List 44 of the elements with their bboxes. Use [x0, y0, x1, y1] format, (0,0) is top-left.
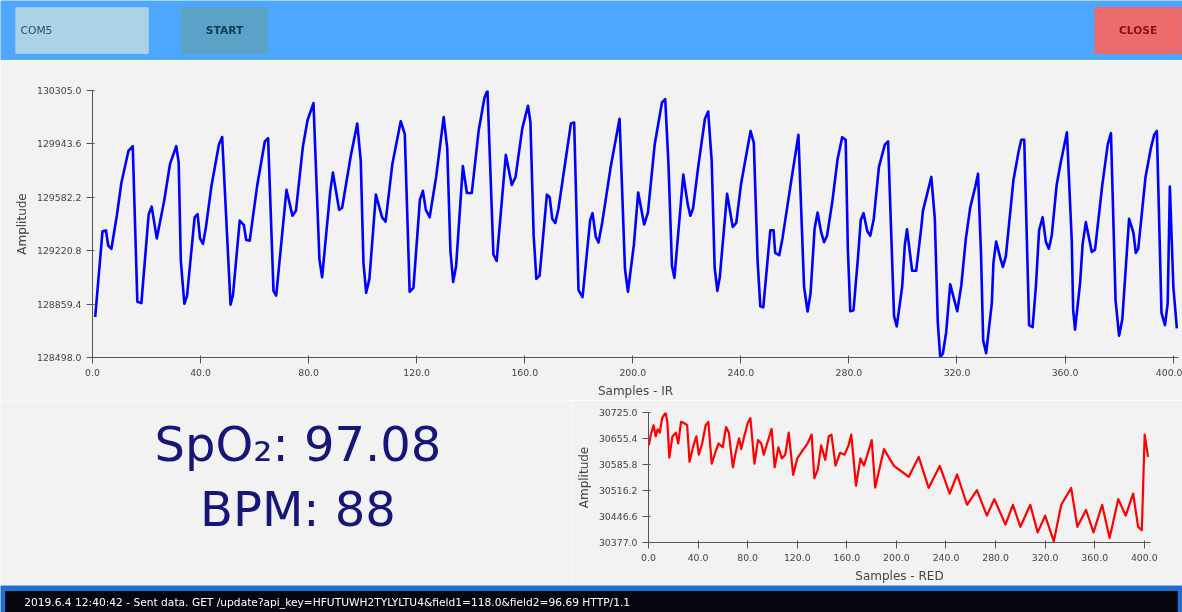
x-tick-label: 320.0 — [1031, 551, 1059, 563]
x-axis-title: Samples - IR — [597, 383, 674, 398]
text: CLOSE — [1119, 24, 1158, 37]
y-axis-title: Amplitude — [576, 446, 591, 509]
y-tick-label: 129220.8 — [36, 245, 82, 257]
x-tick-label: 400.0 — [1130, 551, 1158, 563]
y-tick-label: 129943.6 — [36, 138, 82, 150]
x-tick-label: 80.0 — [737, 551, 759, 563]
y-tick-label: 130305.0 — [36, 85, 82, 96]
y-tick-label: 30516.2 — [598, 485, 638, 496]
y-tick-label: 30377.0 — [598, 537, 638, 548]
text: BPM: 88 — [200, 481, 396, 538]
y-tick-label: 30585.8 — [598, 459, 638, 470]
y-axis-title: Amplitude — [14, 193, 29, 255]
x-tick-label: 160.0 — [833, 551, 861, 563]
x-tick-label: 160.0 — [511, 366, 539, 378]
x-tick-label: 360.0 — [1051, 366, 1079, 378]
text: SpO₂: 97.08 — [154, 415, 442, 472]
x-tick-label: 400.0 — [1155, 366, 1182, 378]
x-tick-label: 120.0 — [783, 551, 811, 563]
x-tick-label: 360.0 — [1081, 551, 1109, 563]
x-tick-label: 240.0 — [932, 551, 960, 563]
x-tick-label: 40.0 — [687, 551, 709, 563]
y-tick-label: 30725.0 — [598, 407, 638, 418]
x-tick-label: 280.0 — [982, 551, 1009, 563]
y-tick-label: 128498.0 — [36, 352, 82, 363]
x-tick-label: 0.0 — [85, 366, 100, 378]
text: COM5 — [20, 24, 53, 37]
x-tick-label: 200.0 — [619, 366, 647, 378]
text: 2019.6.4 12:40:42 - Sent data. GET /update?api_key=HFUTUWH2TYLYLTU4&field1=118.0&field2=96.69 HTTP/1.1 — [24, 595, 631, 609]
y-tick-label: 30446.6 — [598, 511, 638, 522]
text: START — [205, 24, 244, 37]
x-tick-label: 320.0 — [943, 366, 971, 378]
x-tick-label: 280.0 — [835, 366, 863, 378]
x-tick-label: 40.0 — [190, 366, 212, 378]
x-tick-label: 0.0 — [641, 551, 656, 563]
x-axis-title: Samples - RED — [855, 568, 944, 583]
x-tick-label: 200.0 — [883, 551, 910, 563]
x-tick-label: 120.0 — [403, 366, 431, 378]
y-tick-label: 30655.4 — [598, 433, 638, 444]
x-tick-label: 80.0 — [298, 366, 320, 378]
y-tick-label: 128859.4 — [36, 298, 82, 310]
y-tick-label: 129582.2 — [36, 191, 82, 203]
x-tick-label: 240.0 — [727, 366, 755, 378]
